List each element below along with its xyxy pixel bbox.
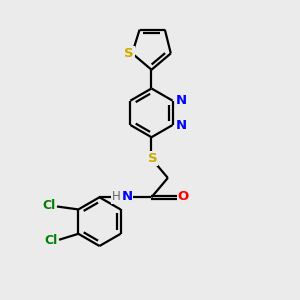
Text: H: H: [111, 190, 120, 203]
Text: Cl: Cl: [42, 200, 55, 212]
Text: O: O: [178, 190, 189, 202]
Text: S: S: [148, 152, 158, 165]
Text: N: N: [176, 94, 187, 107]
Text: N: N: [122, 190, 133, 203]
Text: N: N: [176, 118, 187, 131]
Text: S: S: [124, 47, 134, 60]
Text: Cl: Cl: [44, 234, 57, 247]
